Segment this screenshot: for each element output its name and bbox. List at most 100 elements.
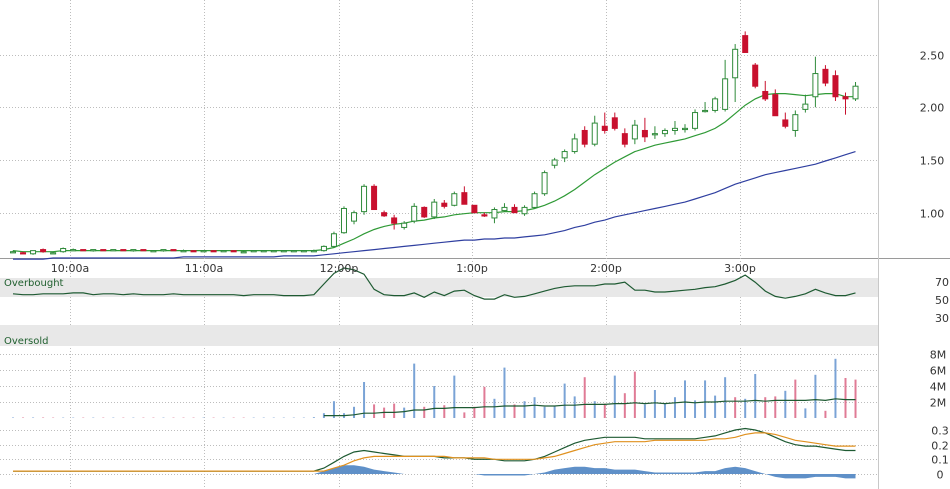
candle-up [431,201,438,218]
time-axis-tick-label: 12:00p [320,262,359,275]
axis-labels: 2.50 2.00 1.50 1.00 10:00a 11:00a 12:00p 1:00p 2… [4,50,949,482]
candle-up [521,206,528,215]
candle-down [441,202,448,207]
candle-down [461,192,468,205]
candle-up [702,109,709,113]
overbought-zone-label: Overbought [4,278,64,289]
oscillator-line [12,267,856,300]
candle-up [150,250,157,253]
candle-up [280,250,287,253]
oscillator-zones [0,278,878,346]
candle-up [651,133,658,136]
candle-down [391,217,398,224]
candle-up [712,98,719,111]
candle-up [792,114,799,131]
candle-up [531,193,538,208]
oscillator-axis-tick-label: 70 [935,276,949,289]
candle-down [471,204,478,214]
candle-up [571,138,578,153]
candle-up [661,129,668,135]
candle-down [822,68,829,84]
candle-down [842,96,849,100]
candle-up [220,250,227,253]
macd-line [13,427,856,472]
candle-down [100,249,107,252]
price-long-moving-average-line [13,151,856,260]
candle-down [782,119,789,127]
candle-down [190,250,197,253]
candle-up [30,250,37,255]
volume-average-line [323,398,856,417]
macd-axis-tick-label: 0 [937,469,944,482]
oscillator-panel [12,267,856,300]
candle-down [421,206,428,218]
oscillator-axis-tick-label: 30 [935,312,949,325]
candle-down [601,125,608,131]
candle-down [170,249,177,252]
candle-up [260,250,267,253]
price-axis-tick-label: 1.00 [920,208,945,221]
price-short-moving-average-line [12,92,856,253]
macd-axis-tick-label: 0.1 [931,454,949,467]
volume-panel [12,358,857,418]
candle-up [351,212,358,222]
candle-up [240,251,247,254]
candle-up [361,185,368,213]
candle-up [631,124,638,140]
candle-up [110,249,117,252]
candle-down [230,250,237,253]
candle-up [50,252,57,255]
price-axis-tick-label: 1.50 [920,155,945,168]
candle-down [80,249,87,252]
candle-up [160,249,167,252]
time-axis-tick-label: 3:00p [724,262,756,275]
oscillator-axis-tick-label: 50 [935,294,949,307]
candle-up [250,250,257,253]
candle-up [541,172,548,195]
volume-axis-tick-label: 6M [930,365,947,378]
candle-up [290,250,297,253]
candle-up [10,251,16,254]
candle-down [140,249,147,252]
candle-up [200,250,207,253]
macd-signal-line [13,432,856,472]
candle-down [611,117,618,129]
time-axis-tick-label: 2:00p [590,262,622,275]
oversold-zone-label: Oversold [4,336,49,347]
candle-down [742,35,749,53]
candle-down [581,129,588,145]
candle-up [501,206,508,212]
candle-up [561,151,568,159]
candle-up [551,159,558,166]
candle-up [70,249,77,252]
macd-histogram [13,465,856,479]
price-axis-tick-label: 2.50 [920,50,945,63]
candle-up [180,250,187,253]
volume-axis-tick-label: 2M [930,397,947,410]
macd-axis-tick-label: 0.3 [931,425,949,438]
candle-down [481,214,488,217]
price-panel [10,31,859,260]
candle-up [60,248,67,253]
macd-panel [13,427,856,479]
oversold-zone [0,325,878,346]
candle-up [300,250,307,253]
candle-down [20,252,27,255]
candle-up [491,209,498,219]
candle-up [310,250,317,253]
candle-down [40,249,47,253]
candle-down [371,185,378,211]
candle-up [340,207,347,234]
candle-up [591,122,598,145]
candle-up [411,205,418,222]
candle-up [320,245,327,252]
candle-down [762,90,769,100]
candle-up [401,222,408,228]
time-axis-tick-label: 10:00a [51,262,89,275]
candle-down [120,249,127,252]
candle-down [772,94,779,117]
candle-up [852,85,859,100]
